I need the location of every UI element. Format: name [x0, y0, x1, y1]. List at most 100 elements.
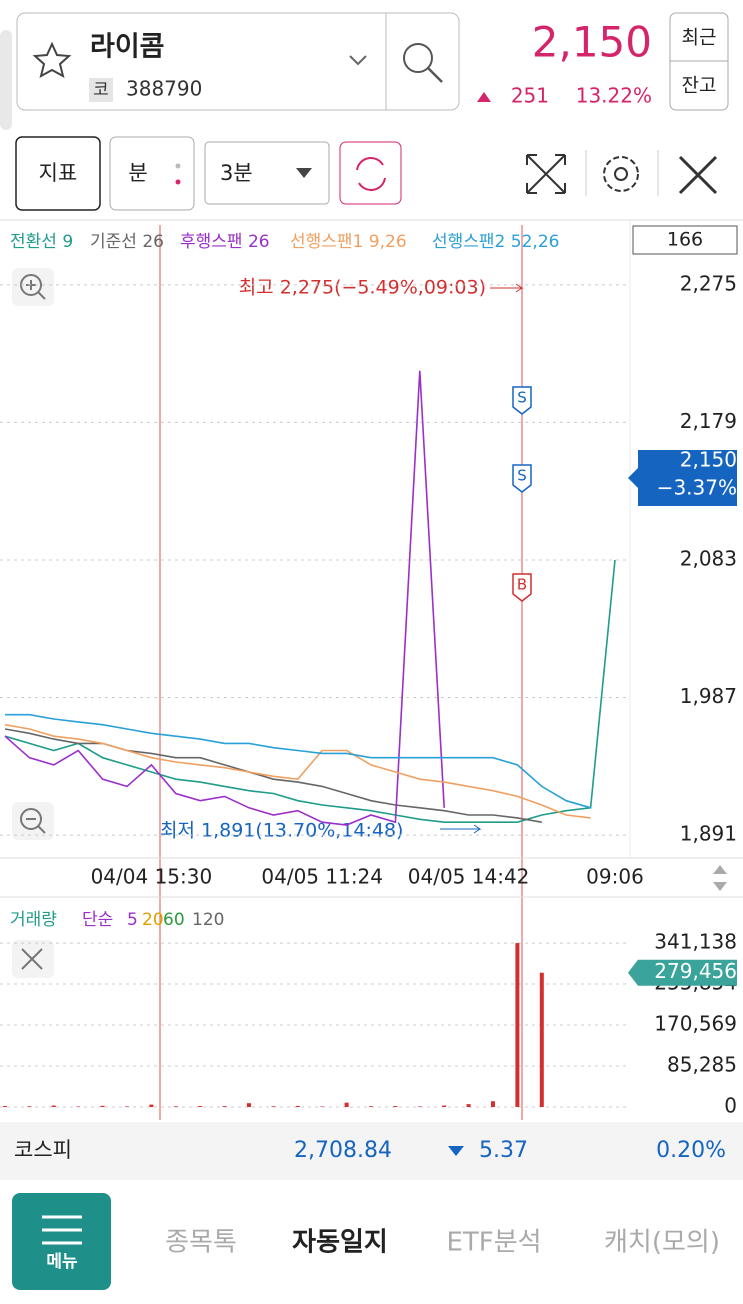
x-tick-label: 04/05 11:24 — [261, 865, 383, 889]
zoom-out-icon — [26, 818, 46, 834]
volume-bar — [295, 1105, 300, 1107]
stock-code: 388790 — [126, 77, 202, 101]
settings-icon[interactable] — [603, 156, 639, 192]
market-label: 코 — [93, 80, 109, 100]
legend-item: 5 — [127, 910, 138, 930]
search-icon[interactable] — [403, 43, 433, 73]
volume-bar — [539, 972, 544, 1107]
interval-label: 3분 — [220, 161, 253, 185]
dot — [175, 163, 181, 169]
zoom-out[interactable] — [12, 802, 54, 840]
low-arrow — [440, 824, 482, 834]
volume-bar — [417, 1106, 422, 1107]
up-arrow — [477, 92, 491, 102]
volume-bar — [149, 1104, 154, 1107]
y-tick-label: 1,987 — [680, 684, 737, 708]
indicator-line — [5, 713, 591, 809]
volume-bar — [271, 1106, 276, 1107]
volume-bar — [466, 1104, 471, 1107]
last-price: 2,150 — [680, 447, 737, 471]
price: 2,150 — [532, 18, 652, 67]
refresh-icon — [356, 156, 386, 192]
volume-bar — [442, 1105, 447, 1107]
unit-button[interactable] — [109, 136, 195, 211]
indicator-label: 지표 — [39, 161, 78, 185]
resize-handle[interactable] — [713, 865, 727, 891]
y-tick-label: 2,275 — [680, 271, 737, 295]
interval-select[interactable] — [204, 141, 330, 205]
last-volume-tag — [628, 959, 737, 986]
fullscreen-icon[interactable] — [526, 154, 566, 194]
dropdown-chevron[interactable] — [349, 55, 367, 66]
nav-item[interactable]: 캐치(모의) — [604, 1228, 720, 1258]
index-name: 코스피 — [14, 1138, 72, 1162]
volume-bar — [491, 1101, 495, 1107]
refresh-button[interactable] — [339, 141, 402, 205]
unit-label: 분 — [128, 161, 147, 185]
volume-bar — [100, 1105, 105, 1107]
settings-center — [614, 167, 628, 181]
volume-bar — [344, 1102, 349, 1107]
menu-label: 메뉴 — [46, 1252, 78, 1272]
legend-item: 선행스팬1 9,26 — [290, 232, 407, 252]
balance-button[interactable]: 잔고 — [682, 75, 717, 97]
nav-item[interactable]: 종목톡 — [165, 1228, 237, 1258]
y-tick-label: 2,083 — [680, 546, 737, 570]
indicator-button[interactable] — [15, 136, 101, 211]
legend-item: 120 — [192, 910, 224, 930]
last-volume: 279,456 — [654, 959, 737, 983]
y-tick-label: 2,179 — [680, 409, 737, 433]
volume-bar — [222, 1106, 227, 1107]
side-tab[interactable] — [0, 30, 12, 130]
nav-item[interactable]: ETF분석 — [446, 1228, 541, 1258]
close-icon — [21, 948, 43, 970]
y-tick-label: 170,569 — [654, 1012, 737, 1036]
legend-item: 후행스팬 26 — [180, 232, 270, 252]
volume-bar — [369, 1106, 373, 1107]
indicator-line — [4, 370, 445, 826]
menu-icon — [42, 1215, 82, 1245]
volume-bar — [247, 1103, 251, 1107]
legend-item: 전환선 9 — [10, 232, 73, 252]
high-arrow — [490, 283, 524, 293]
last-change: −3.37% — [657, 475, 737, 499]
index-change: 5.37 — [479, 1138, 528, 1163]
badge-box — [632, 225, 738, 255]
price-change: 251 — [511, 84, 549, 108]
market-badge — [89, 78, 113, 102]
zoom-in[interactable] — [12, 268, 54, 306]
nav-item-active[interactable]: 자동일지 — [292, 1228, 388, 1258]
tools-icon[interactable] — [678, 155, 718, 195]
down-arrow — [448, 1146, 464, 1156]
volume-bar — [393, 1106, 398, 1107]
favorite-star[interactable] — [32, 41, 72, 78]
volume-bar — [3, 1106, 7, 1107]
legend-item: 60 — [163, 910, 185, 930]
y-tick-label: 85,285 — [667, 1053, 737, 1077]
volume-bar — [51, 1105, 56, 1107]
badge: 166 — [667, 229, 703, 251]
legend-item: 선행스팬2 52,26 — [432, 232, 559, 252]
dot — [175, 179, 181, 185]
price-change-pct: 13.22% — [576, 84, 652, 108]
signal-label: S — [517, 389, 527, 407]
recent-button[interactable]: 최근 — [682, 27, 717, 49]
legend-item: 기준선 26 — [90, 232, 164, 252]
y-tick-label: 341,138 — [654, 930, 737, 954]
indicator-line — [4, 728, 542, 823]
index-pct: 0.20% — [656, 1138, 726, 1163]
zoom-out-icon — [20, 808, 42, 830]
signal-label: B — [517, 576, 527, 594]
indicator-line — [4, 559, 616, 823]
nav-bar — [0, 1181, 743, 1304]
volume-bar — [515, 943, 520, 1107]
volume-bar — [125, 1106, 129, 1107]
stock-name[interactable]: 라이콤 — [90, 32, 165, 63]
legend-item: 단순 — [82, 910, 113, 930]
legend-item: 20 — [142, 910, 164, 930]
indicator-line — [4, 723, 591, 819]
signal-marker — [512, 573, 532, 602]
stock-box — [16, 12, 460, 111]
index-value: 2,708.84 — [294, 1138, 392, 1163]
